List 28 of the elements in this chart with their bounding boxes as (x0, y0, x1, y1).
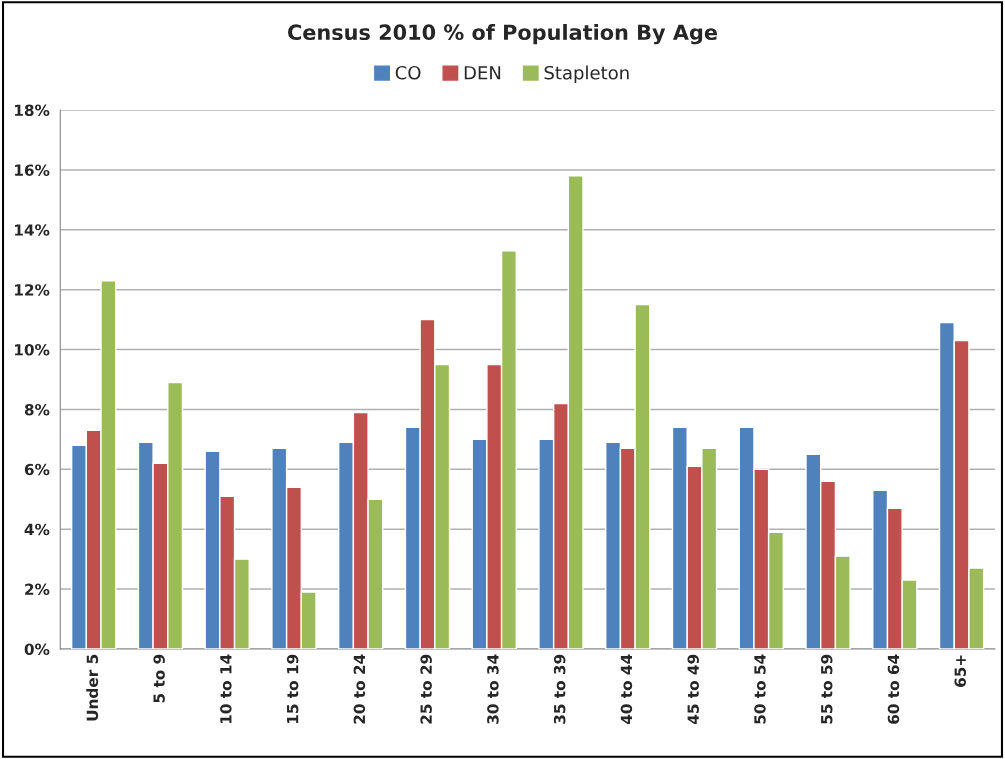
y-tick-label: 14% (15, 224, 50, 236)
x-tick-label: 5 to 9 (153, 654, 165, 703)
x-tick-label: Under 5 (86, 654, 99, 721)
y-tick-label: 6% (24, 463, 50, 476)
y-tick-label: 10% (15, 344, 50, 356)
y-tick-label: 16% (15, 164, 50, 176)
y-tick-label: 0% (24, 643, 50, 655)
legend-label: Stapleton (544, 65, 629, 84)
x-tick-label: 55 to 59 (820, 654, 833, 724)
x-tick-label: 15 to 19 (286, 654, 299, 724)
x-tick-label: 10 to 14 (220, 654, 232, 724)
x-tick-label: 60 to 64 (887, 654, 900, 724)
y-tick-label: 4% (24, 523, 50, 536)
y-tick-label: 12% (15, 284, 50, 296)
y-tick-label: 18% (15, 104, 50, 117)
x-tick-label: 35 to 39 (553, 654, 566, 724)
chart-title: Census 2010 % of Population By Age (288, 23, 718, 45)
x-tick-label: 45 to 49 (687, 654, 699, 725)
y-tick-label: 8% (24, 403, 50, 416)
x-tick-label: 65+ (954, 655, 966, 687)
legend-label: DEN (464, 66, 501, 80)
x-tick-label: 25 to 29 (420, 654, 432, 724)
x-tick-label: 50 to 54 (754, 654, 766, 724)
x-tick-label: 40 to 44 (620, 654, 633, 725)
x-tick-label: 30 to 34 (487, 654, 499, 724)
x-tick-label: 20 to 24 (353, 654, 366, 724)
legend-label: CO (395, 65, 421, 80)
y-tick-label: 2% (25, 583, 50, 596)
